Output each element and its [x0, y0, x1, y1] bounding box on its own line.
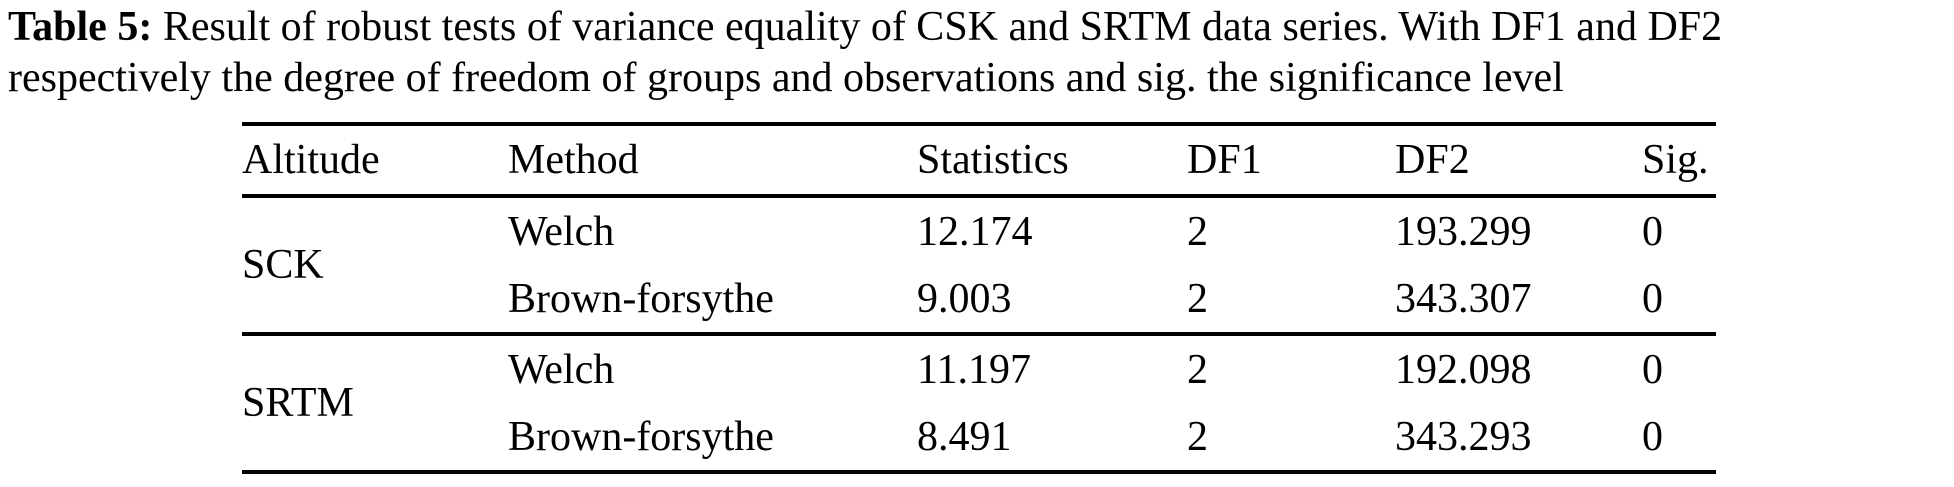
df1-cell: 2	[1187, 275, 1208, 322]
caption-line-2: respectively the degree of freedom of gr…	[8, 53, 1950, 104]
altitude-cell: SCK	[242, 242, 324, 288]
df2-cell: 343.293	[1395, 413, 1532, 460]
robust-variance-tests-table: Altitude Method Statistics DF1 DF2 Sig. …	[242, 122, 1716, 474]
table-row: Brown-forsythe 9.003 2 343.307 0	[242, 265, 1716, 334]
table-row: SRTM Welch 11.197 2 192.098 0	[242, 334, 1716, 427]
sig-cell: 0	[1642, 346, 1663, 393]
group-srtm: SRTM Welch 11.197 2 192.098 0 Brown-fors…	[242, 334, 1716, 472]
table-header: Altitude Method Statistics DF1 DF2 Sig.	[242, 124, 1716, 196]
col-header-sig: Sig.	[1642, 137, 1709, 183]
df1-cell: 2	[1187, 208, 1208, 255]
caption-label: Table 5:	[8, 4, 153, 50]
sig-cell: 0	[1642, 413, 1663, 460]
caption-line-1: Table 5: Result of robust tests of varia…	[8, 2, 1950, 53]
col-header-method: Method	[508, 137, 639, 183]
header-row: Altitude Method Statistics DF1 DF2 Sig.	[242, 124, 1716, 196]
method-cell: Welch	[508, 208, 615, 255]
df2-cell: 343.307	[1395, 275, 1532, 322]
table-row: SCK Welch 12.174 2 193.299 0	[242, 196, 1716, 289]
caption-text-line1: Result of robust tests of variance equal…	[162, 4, 1723, 50]
sig-cell: 0	[1642, 275, 1663, 322]
statistics-cell: 9.003	[917, 275, 1012, 322]
altitude-cell: SRTM	[242, 380, 354, 426]
df2-cell: 193.299	[1395, 208, 1532, 255]
method-cell: Welch	[508, 346, 615, 393]
statistics-cell: 8.491	[917, 413, 1012, 460]
col-header-df2: DF2	[1395, 137, 1470, 183]
df2-cell: 192.098	[1395, 346, 1532, 393]
table-caption: Table 5: Result of robust tests of varia…	[8, 2, 1950, 104]
method-cell: Brown-forsythe	[508, 413, 774, 460]
method-cell: Brown-forsythe	[508, 275, 774, 322]
caption-text-line2: respectively the degree of freedom of gr…	[8, 55, 1564, 101]
group-sck: SCK Welch 12.174 2 193.299 0 Brown-forsy…	[242, 196, 1716, 334]
col-header-df1: DF1	[1187, 137, 1262, 183]
table-row: Brown-forsythe 8.491 2 343.293 0	[242, 403, 1716, 472]
col-header-altitude: Altitude	[242, 137, 380, 183]
col-header-statistics: Statistics	[917, 137, 1069, 183]
sig-cell: 0	[1642, 208, 1663, 255]
statistics-cell: 11.197	[917, 346, 1031, 393]
df1-cell: 2	[1187, 413, 1208, 460]
df1-cell: 2	[1187, 346, 1208, 393]
statistics-cell: 12.174	[917, 208, 1033, 255]
